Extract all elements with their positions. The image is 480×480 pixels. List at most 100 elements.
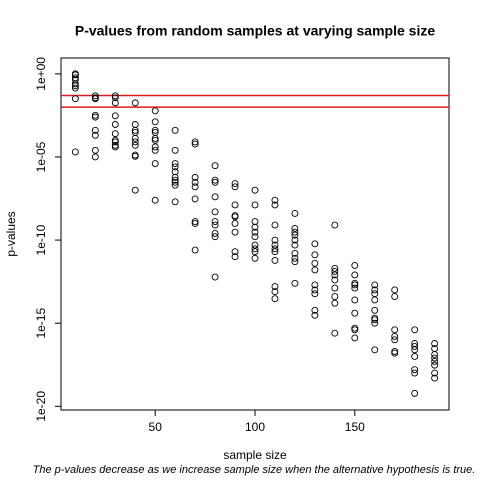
point: [111, 99, 119, 107]
y-axis-label: p-values: [4, 211, 18, 256]
x-tick-label: 150: [345, 420, 365, 434]
point: [371, 306, 379, 314]
point: [171, 146, 179, 154]
point: [391, 349, 399, 357]
point: [411, 369, 419, 377]
point: [351, 296, 359, 304]
point: [371, 290, 379, 298]
point: [191, 218, 199, 226]
point: [211, 178, 219, 186]
point: [171, 178, 179, 186]
point: [431, 354, 439, 362]
point: [211, 233, 219, 241]
point: [311, 306, 319, 314]
point: [351, 261, 359, 269]
point: [111, 143, 119, 151]
point: [291, 225, 299, 232]
point: [351, 281, 359, 289]
point: [131, 138, 139, 146]
point: [311, 266, 319, 274]
point: [151, 126, 159, 134]
point: [291, 231, 299, 239]
point: [431, 361, 439, 369]
point: [191, 220, 199, 227]
point: [271, 201, 279, 209]
point: [391, 293, 399, 301]
point: [291, 228, 299, 236]
point: [431, 374, 439, 382]
point: [371, 316, 379, 324]
point: [271, 245, 279, 253]
point: [251, 186, 259, 194]
point: [151, 196, 159, 204]
point: [311, 311, 319, 319]
point: [391, 332, 399, 340]
y-tick-label: 1e+00: [34, 57, 48, 91]
point: [111, 112, 119, 120]
point: [411, 326, 419, 334]
point: [171, 181, 179, 189]
point: [231, 228, 239, 236]
point: [291, 236, 299, 244]
point: [71, 148, 79, 156]
point: [171, 163, 179, 171]
point: [91, 95, 99, 103]
point: [131, 141, 139, 149]
point: [311, 286, 319, 294]
point: [271, 295, 279, 303]
point: [131, 135, 139, 142]
point: [251, 245, 259, 253]
point: [191, 140, 199, 148]
point: [151, 107, 159, 115]
point: [351, 309, 359, 317]
point: [71, 95, 79, 103]
point: [111, 94, 119, 102]
point: [91, 113, 99, 121]
point: [271, 236, 279, 244]
point: [271, 248, 279, 256]
point: [371, 346, 379, 354]
point: [211, 218, 219, 226]
point: [351, 271, 359, 279]
point: [271, 196, 279, 204]
point: [251, 241, 259, 249]
point: [431, 357, 439, 365]
point: [391, 336, 399, 344]
point: [411, 366, 419, 374]
point: [391, 286, 399, 294]
point: [251, 228, 259, 236]
x-tick-label: 50: [149, 420, 163, 434]
point: [251, 233, 259, 241]
point: [251, 218, 259, 226]
point: [191, 195, 199, 203]
point: [91, 146, 99, 154]
point: [291, 249, 299, 257]
point: [111, 138, 119, 146]
point: [351, 284, 359, 292]
point: [291, 241, 299, 249]
point: [171, 160, 179, 168]
point: [191, 183, 199, 191]
point: [351, 334, 359, 342]
point: [151, 143, 159, 151]
point: [171, 198, 179, 206]
point: [251, 201, 259, 209]
point: [251, 248, 259, 256]
point: [251, 254, 259, 262]
point: [431, 369, 439, 377]
point: [151, 160, 159, 168]
point: [131, 152, 139, 160]
point: [131, 186, 139, 194]
point: [271, 241, 279, 249]
point: [391, 326, 399, 334]
point: [271, 221, 279, 229]
point: [91, 92, 99, 100]
point: [251, 223, 259, 231]
y-tick-label: 1e-05: [34, 141, 48, 172]
point: [91, 126, 99, 134]
point: [331, 284, 339, 292]
point: [231, 201, 239, 209]
point: [431, 340, 439, 347]
point: [331, 329, 339, 337]
